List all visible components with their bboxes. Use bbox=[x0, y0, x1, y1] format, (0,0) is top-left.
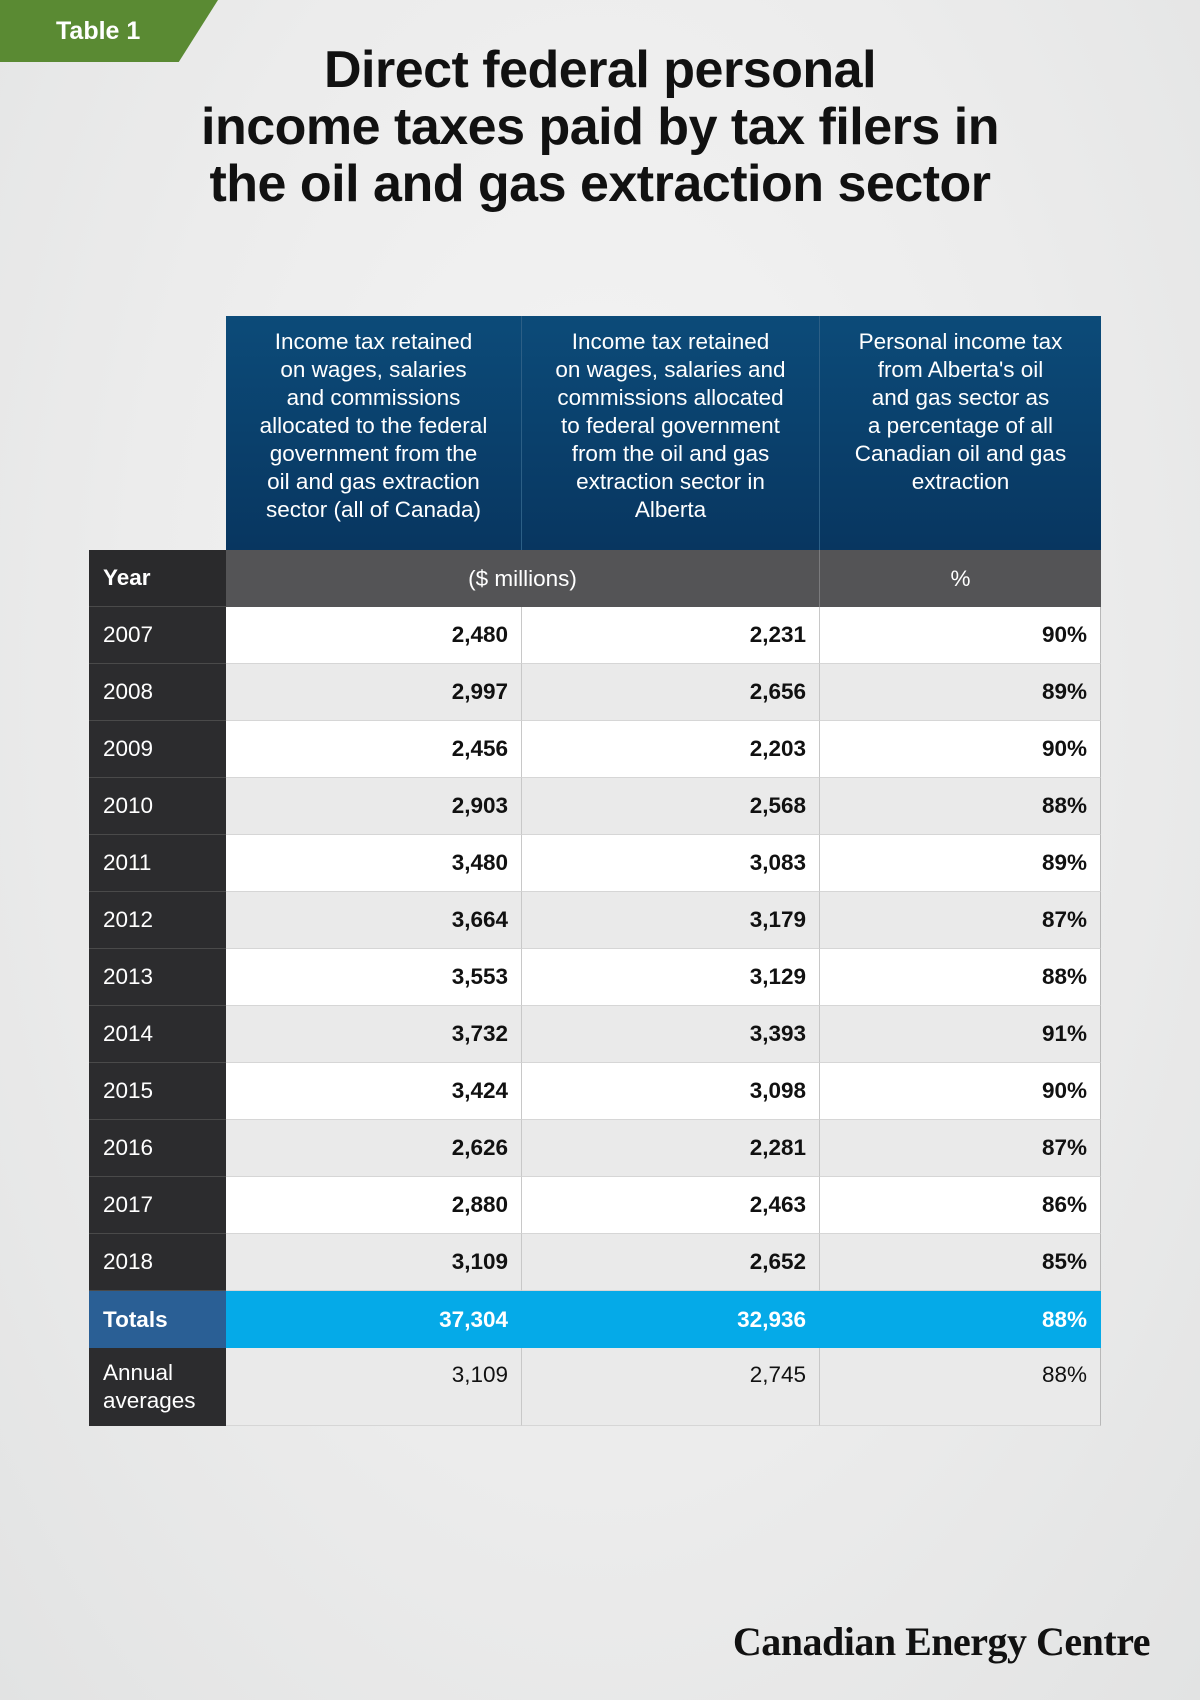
alberta-cell: 2,231 bbox=[522, 607, 820, 664]
year-cell: 2013 bbox=[89, 949, 226, 1006]
averages-percentage: 88% bbox=[820, 1348, 1101, 1426]
year-cell: 2010 bbox=[89, 778, 226, 835]
alberta-cell: 2,568 bbox=[522, 778, 820, 835]
alberta-cell: 2,281 bbox=[522, 1120, 820, 1177]
year-cell: 2009 bbox=[89, 721, 226, 778]
table-header: Income tax retained on wages, salaries a… bbox=[89, 316, 1101, 550]
totals-percentage: 88% bbox=[820, 1291, 1101, 1348]
percentage-cell: 88% bbox=[820, 778, 1101, 835]
percentage-cell: 87% bbox=[820, 892, 1101, 949]
canada-cell: 2,626 bbox=[226, 1120, 522, 1177]
table-row: 2011 3,480 3,083 89% bbox=[89, 835, 1101, 892]
canada-cell: 2,456 bbox=[226, 721, 522, 778]
totals-row: Totals 37,304 32,936 88% bbox=[89, 1291, 1101, 1348]
canada-cell: 2,880 bbox=[226, 1177, 522, 1234]
alberta-cell: 3,129 bbox=[522, 949, 820, 1006]
year-cell: 2014 bbox=[89, 1006, 226, 1063]
table-row: 2017 2,880 2,463 86% bbox=[89, 1177, 1101, 1234]
year-header: Year bbox=[89, 550, 226, 607]
averages-canada: 3,109 bbox=[226, 1348, 522, 1426]
percentage-cell: 89% bbox=[820, 835, 1101, 892]
averages-row: Annual averages 3,109 2,745 88% bbox=[89, 1348, 1101, 1426]
canada-cell: 2,997 bbox=[226, 664, 522, 721]
canada-cell: 2,480 bbox=[226, 607, 522, 664]
alberta-cell: 3,083 bbox=[522, 835, 820, 892]
alberta-cell: 3,179 bbox=[522, 892, 820, 949]
year-cell: 2007 bbox=[89, 607, 226, 664]
alberta-cell: 2,652 bbox=[522, 1234, 820, 1291]
table-row: 2010 2,903 2,568 88% bbox=[89, 778, 1101, 835]
units-money: ($ millions) bbox=[226, 550, 820, 607]
table-tag: Table 1 bbox=[0, 0, 218, 62]
canada-cell: 3,109 bbox=[226, 1234, 522, 1291]
alberta-cell: 3,393 bbox=[522, 1006, 820, 1063]
percentage-cell: 90% bbox=[820, 607, 1101, 664]
column-header-percentage: Personal income tax from Alberta's oil a… bbox=[820, 316, 1101, 550]
canada-cell: 2,903 bbox=[226, 778, 522, 835]
year-cell: 2018 bbox=[89, 1234, 226, 1291]
averages-label: Annual averages bbox=[89, 1348, 226, 1426]
percentage-cell: 88% bbox=[820, 949, 1101, 1006]
table-row: 2008 2,997 2,656 89% bbox=[89, 664, 1101, 721]
column-header-canada: Income tax retained on wages, salaries a… bbox=[226, 316, 522, 550]
brand-logo: Canadian Energy Centre bbox=[732, 1619, 1151, 1664]
units-percent: % bbox=[950, 565, 971, 591]
averages-alberta: 2,745 bbox=[522, 1348, 820, 1426]
table-row: 2007 2,480 2,231 90% bbox=[89, 607, 1101, 664]
table-row: 2009 2,456 2,203 90% bbox=[89, 721, 1101, 778]
alberta-cell: 3,098 bbox=[522, 1063, 820, 1120]
year-cell: 2016 bbox=[89, 1120, 226, 1177]
alberta-cell: 2,463 bbox=[522, 1177, 820, 1234]
percentage-cell: 89% bbox=[820, 664, 1101, 721]
canada-cell: 3,732 bbox=[226, 1006, 522, 1063]
percentage-cell: 90% bbox=[820, 721, 1101, 778]
data-table: Income tax retained on wages, salaries a… bbox=[89, 316, 1101, 1426]
table-body: 2007 2,480 2,231 90% 2008 2,997 2,656 89% 2009 2,… bbox=[89, 607, 1101, 1291]
alberta-cell: 2,656 bbox=[522, 664, 820, 721]
table-row: 2015 3,424 3,098 90% bbox=[89, 1063, 1101, 1120]
percentage-cell: 85% bbox=[820, 1234, 1101, 1291]
year-cell: 2008 bbox=[89, 664, 226, 721]
table-row: 2018 3,109 2,652 85% bbox=[89, 1234, 1101, 1291]
table-row: 2014 3,732 3,393 91% bbox=[89, 1006, 1101, 1063]
page-title: Direct federal personal income taxes pai… bbox=[201, 41, 999, 213]
percentage-cell: 90% bbox=[820, 1063, 1101, 1120]
year-cell: 2011 bbox=[89, 835, 226, 892]
year-cell: 2015 bbox=[89, 1063, 226, 1120]
percentage-cell: 86% bbox=[820, 1177, 1101, 1234]
totals-alberta: 32,936 bbox=[522, 1291, 820, 1348]
percentage-cell: 87% bbox=[820, 1120, 1101, 1177]
column-header-alberta: Income tax retained on wages, salaries a… bbox=[522, 316, 820, 550]
table-row: 2016 2,626 2,281 87% bbox=[89, 1120, 1101, 1177]
canada-cell: 3,553 bbox=[226, 949, 522, 1006]
percentage-cell: 91% bbox=[820, 1006, 1101, 1063]
totals-canada: 37,304 bbox=[226, 1291, 522, 1348]
canada-cell: 3,480 bbox=[226, 835, 522, 892]
header-spacer bbox=[89, 316, 226, 550]
table-row: 2012 3,664 3,179 87% bbox=[89, 892, 1101, 949]
year-cell: 2012 bbox=[89, 892, 226, 949]
canada-cell: 3,424 bbox=[226, 1063, 522, 1120]
year-cell: 2017 bbox=[89, 1177, 226, 1234]
canada-cell: 3,664 bbox=[226, 892, 522, 949]
alberta-cell: 2,203 bbox=[522, 721, 820, 778]
totals-label: Totals bbox=[89, 1291, 226, 1348]
table-row: 2013 3,553 3,129 88% bbox=[89, 949, 1101, 1006]
units-row: Year ($ millions) % bbox=[89, 550, 1101, 607]
